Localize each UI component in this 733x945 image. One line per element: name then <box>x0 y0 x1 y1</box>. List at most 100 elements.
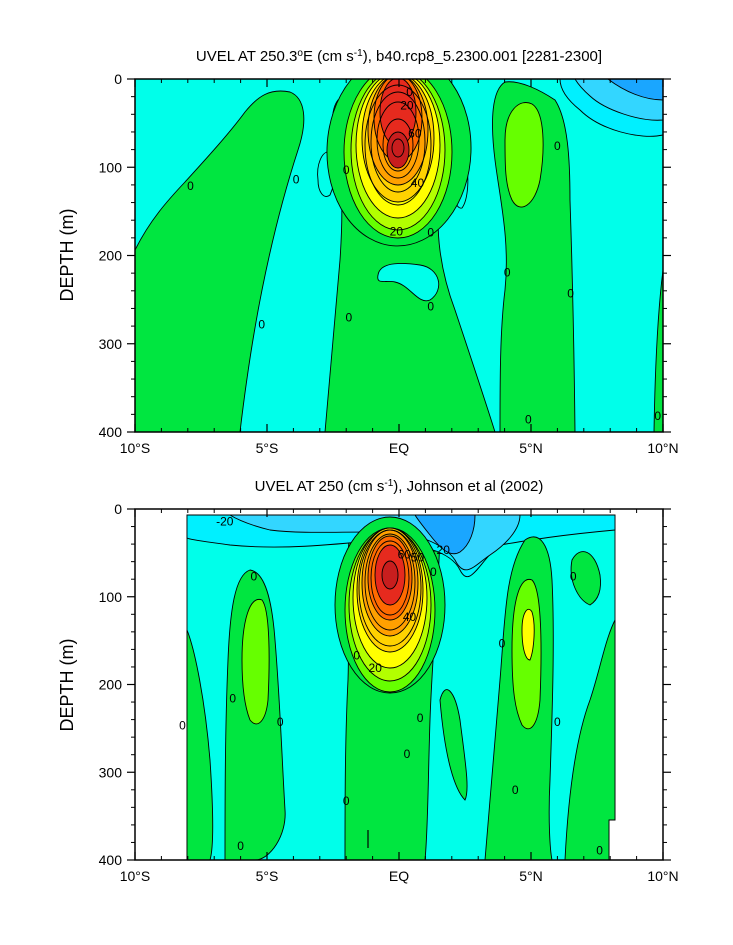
x-tick-label: 10°S <box>120 868 151 884</box>
p2-jet-line-2 <box>364 533 416 631</box>
panel-1-title-mid: E (cm s <box>303 48 354 65</box>
panel-2-title: UVEL AT 250 (cm s-1), Johnson et al (200… <box>255 478 544 495</box>
panel-2-title-post: ), Johnson et al (2002) <box>393 478 543 495</box>
contour-label: 0 <box>179 719 186 733</box>
contour-label: 20 <box>369 661 383 675</box>
p1-topright-blue2 <box>607 79 663 101</box>
x-tick-label: 5°S <box>256 440 279 456</box>
contour-label: 0 <box>406 85 413 99</box>
contour-label: 0 <box>654 409 661 423</box>
p2-left-ygreen <box>241 598 270 725</box>
x-tick-label: EQ <box>389 440 409 456</box>
x-tick-label: 5°N <box>519 868 543 884</box>
panel-1-degree-sign: o <box>297 48 303 59</box>
panel-1-title-pre: UVEL AT 250.3 <box>196 48 297 65</box>
contour-label: 0 <box>277 715 284 729</box>
p2-jet-line-3 <box>370 540 410 616</box>
contour-label: 0 <box>554 715 561 729</box>
y-tick-label: 300 <box>99 336 123 352</box>
x-tick-label: 10°N <box>647 868 678 884</box>
panel-1-contours <box>135 79 663 432</box>
panel-2: UVEL AT 250 (cm s-1), Johnson et al (200… <box>57 478 679 884</box>
panel-2-contours <box>186 514 616 860</box>
y-tick-label: 400 <box>99 424 123 440</box>
contour-label: 0 <box>554 139 561 153</box>
y-tick-label: 200 <box>99 677 123 693</box>
contour-label: 60 <box>398 548 412 562</box>
contour-label: 0 <box>430 565 437 579</box>
panel-1-title: UVEL AT 250.3oE (cm s-1), b40.rcp8_5.230… <box>196 48 602 65</box>
p1-jet-lines <box>364 84 432 206</box>
panel-2-title-pre: UVEL AT 250 (cm s <box>255 478 385 495</box>
x-tick-label: 5°S <box>256 868 279 884</box>
contour-label: 0 <box>353 649 360 663</box>
contour-label: 0 <box>229 692 236 706</box>
p1-right-ygreen <box>504 102 544 208</box>
p2-jet-line-1 <box>358 529 422 647</box>
p1-notch <box>377 262 440 302</box>
contour-label: 0 <box>512 783 519 797</box>
p2-center-green-2 <box>439 689 468 801</box>
panel-2-units-exp: -1 <box>384 478 393 489</box>
contour-label: -20 <box>216 514 234 528</box>
contour-label: 60 <box>408 127 422 141</box>
y-tick-label: 0 <box>114 71 122 87</box>
p1-left-green <box>135 90 305 432</box>
x-tick-label: 10°S <box>120 440 151 456</box>
contour-label: 0 <box>343 794 350 808</box>
p2-jet-core <box>381 560 399 590</box>
y-tick-label: 100 <box>99 159 123 175</box>
contour-label: 0 <box>258 317 265 331</box>
contour-label: 40 <box>403 610 417 624</box>
contour-label: 50 <box>411 550 425 564</box>
contour-label: 0 <box>417 711 424 725</box>
y-tick-label: 400 <box>99 852 123 868</box>
p1-jet-line-3 <box>376 101 420 179</box>
x-tick-label: EQ <box>389 868 409 884</box>
p1-jet-line-2 <box>370 91 426 193</box>
contour-label: 0 <box>404 747 411 761</box>
y-tick-label: 300 <box>99 764 123 780</box>
contour-label: 0 <box>567 286 574 300</box>
p1-jet-line-1 <box>364 84 432 206</box>
contour-label: 0 <box>504 265 511 279</box>
contour-label: 0 <box>250 570 257 584</box>
p1-jet-line-4 <box>382 118 414 172</box>
panel-2-ylabel: DEPTH (m) <box>57 639 77 732</box>
contour-label: -20 <box>433 543 451 557</box>
contour-label: 0 <box>427 226 434 240</box>
contour-label: 20 <box>390 225 404 239</box>
contour-label: 0 <box>187 179 194 193</box>
p2-jet-lines <box>358 529 422 647</box>
contour-label: 0 <box>237 839 244 853</box>
contour-label: 0 <box>525 413 532 427</box>
panel-1-ylabel: DEPTH (m) <box>57 209 77 302</box>
contour-label: 40 <box>411 176 425 190</box>
contour-label: 0 <box>596 843 603 857</box>
contour-label: 0 <box>499 636 506 650</box>
contour-label: 0 <box>570 570 577 584</box>
p2-right-upper-green <box>570 551 601 606</box>
panel-2-contour-labels: -20 60 50 -20 40 20 0 0 0 0 0 0 0 0 0 0 0 0 0 0 0 <box>179 514 603 857</box>
y-tick-label: 100 <box>99 589 123 605</box>
contour-label: 0 <box>345 310 352 324</box>
contour-label: 0 <box>293 173 300 187</box>
p2-top-blue2 <box>414 514 476 555</box>
y-tick-label: 0 <box>114 501 122 517</box>
x-tick-label: 5°N <box>519 440 543 456</box>
p2-left-edge-green <box>186 629 214 860</box>
p2-far-right-green <box>564 619 616 860</box>
p1-jet-core <box>391 138 405 158</box>
panel-1-title-post: ), b40.rcp8_5.2300.001 [2281-2300] <box>363 48 602 65</box>
panel-1: UVEL AT 250.3oE (cm s-1), b40.rcp8_5.230… <box>57 48 679 456</box>
y-tick-label: 200 <box>99 248 123 264</box>
panel-1-units-exp: -1 <box>354 48 363 59</box>
contour-label: 0 <box>427 300 434 314</box>
x-tick-label: 10°N <box>647 440 678 456</box>
contour-label: 20 <box>400 98 414 112</box>
contour-label: 0 <box>343 163 350 177</box>
